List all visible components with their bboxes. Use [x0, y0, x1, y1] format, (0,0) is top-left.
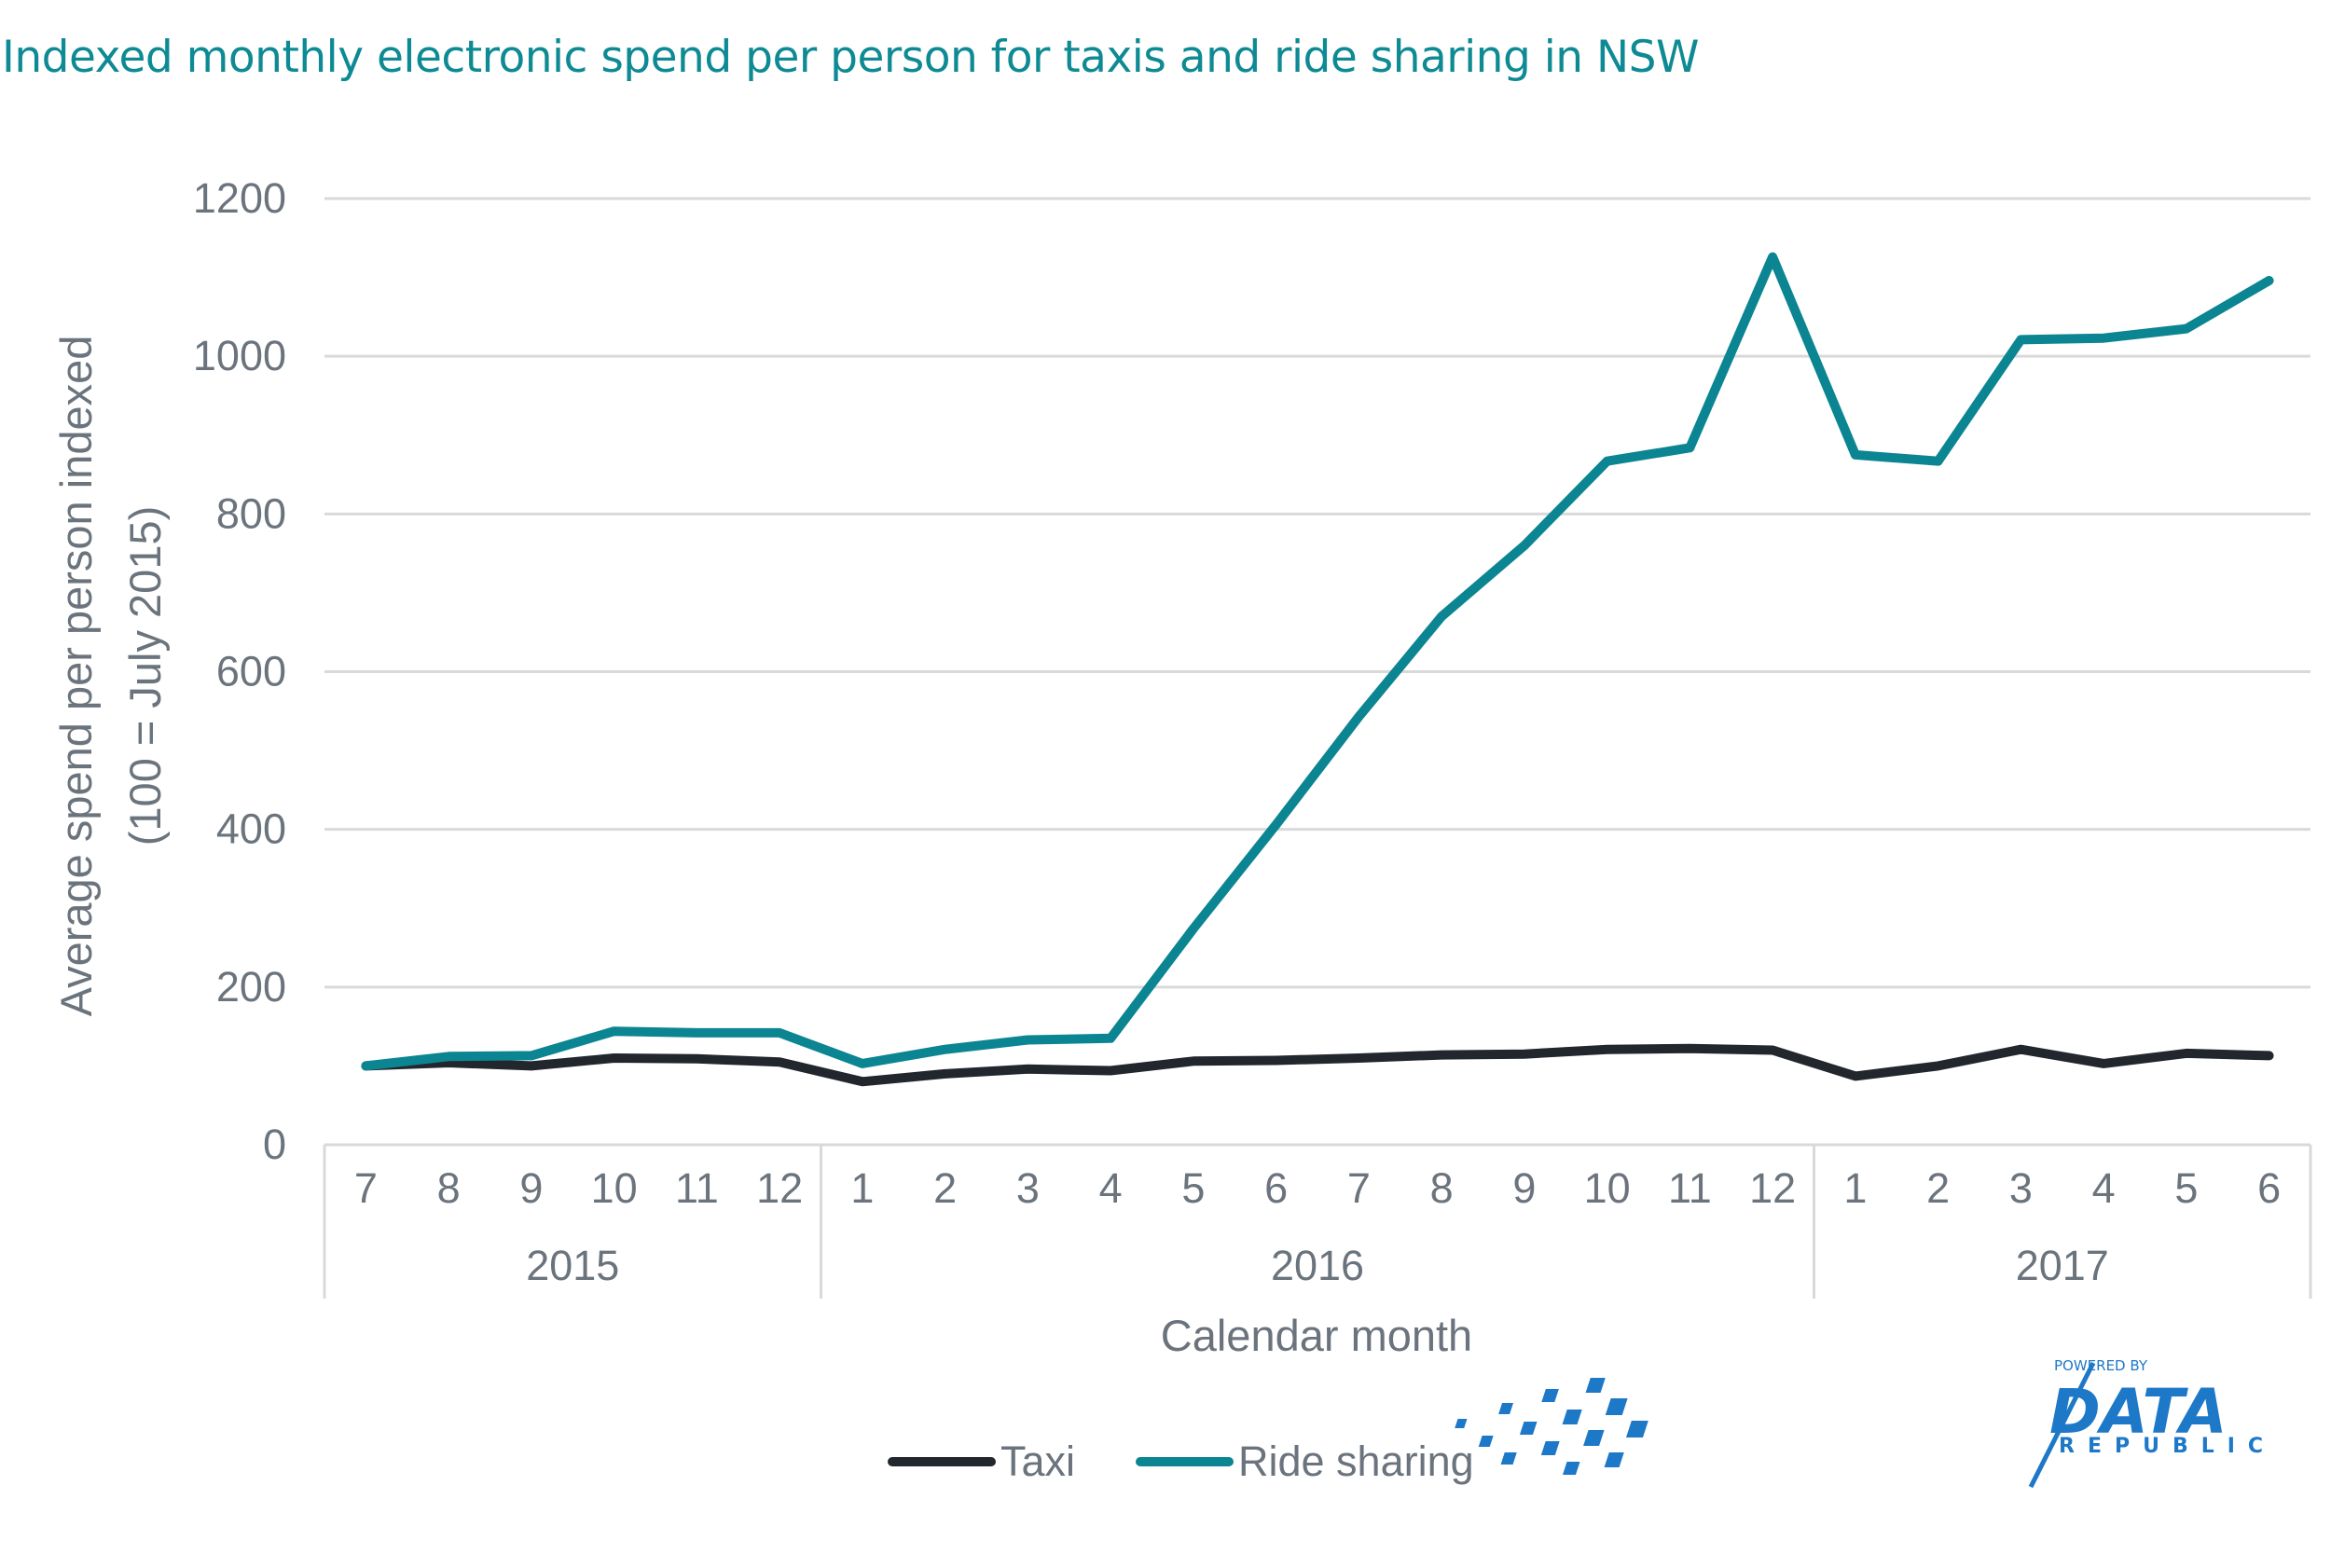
- series-line-taxi: [361, 1043, 2274, 1087]
- y-tick-label: 600: [216, 648, 286, 695]
- legend-label-taxi: Taxi: [1000, 1437, 1075, 1485]
- x-tick-label: 9: [1512, 1164, 1536, 1212]
- y-tick-label: 0: [263, 1121, 286, 1168]
- gridlines: [324, 197, 2310, 989]
- series-lines: [361, 252, 2274, 1087]
- series-line-ride-sharing: [361, 252, 2274, 1071]
- year-group-label: 2017: [2016, 1242, 2109, 1289]
- legend: Taxi Ride sharing: [888, 1437, 1474, 1485]
- y-tick-label: 400: [216, 805, 286, 853]
- x-axis-title: Calendar month: [1161, 1311, 1472, 1360]
- x-tick-label: 8: [437, 1164, 461, 1212]
- y-axis-ticks: 0 200 400 600 800 1000 1200: [193, 174, 286, 1168]
- x-tick-label: 1: [1843, 1164, 1867, 1212]
- y-tick-label: 800: [216, 489, 286, 537]
- x-tick-label: 3: [1016, 1164, 1040, 1212]
- y-tick-label: 1000: [193, 332, 286, 379]
- x-tick-label: 8: [1430, 1164, 1454, 1212]
- x-tick-label: 4: [2092, 1164, 2116, 1212]
- x-tick-label: 5: [2174, 1164, 2198, 1212]
- x-tick-label: 7: [354, 1164, 378, 1212]
- legend-label-ride-sharing: Ride sharing: [1238, 1437, 1474, 1485]
- brand-powered-by: POWERED BY: [2054, 1357, 2148, 1374]
- x-tick-label: 10: [591, 1164, 638, 1212]
- x-tick-label: 11: [675, 1164, 719, 1212]
- x-tick-label: 4: [1099, 1164, 1123, 1212]
- chart-title: Indexed monthly electronic spend per per…: [2, 32, 1699, 83]
- brand-name: DATA: [2049, 1376, 2228, 1448]
- y-axis-title: Average spend per person indexed: [51, 336, 101, 1017]
- x-tick-label: 6: [2257, 1164, 2281, 1212]
- year-group-label: 2016: [1271, 1242, 1364, 1289]
- x-tick-label: 11: [1668, 1164, 1712, 1212]
- x-tick-label: 12: [1749, 1164, 1796, 1212]
- x-tick-label: 3: [2009, 1164, 2033, 1212]
- checkered-flag-icon: [1455, 1361, 2096, 1489]
- brand-subname: REPUBLIC: [2059, 1435, 2276, 1458]
- x-tick-label: 5: [1181, 1164, 1205, 1212]
- y-axis-subtitle: (100 = July 2015): [120, 506, 170, 846]
- x-tick-label: 9: [519, 1164, 543, 1212]
- x-tick-label: 1: [850, 1164, 874, 1212]
- x-tick-label: 6: [1264, 1164, 1288, 1212]
- x-tick-label: 7: [1347, 1164, 1371, 1212]
- y-tick-label: 200: [216, 963, 286, 1011]
- year-group-label: 2015: [526, 1242, 619, 1289]
- x-tick-label: 2: [933, 1164, 957, 1212]
- x-tick-label: 10: [1584, 1164, 1631, 1212]
- x-tick-label: 12: [756, 1164, 803, 1212]
- y-tick-label: 1200: [193, 174, 286, 222]
- data-republic-logo: POWERED BY DATA REPUBLIC: [1455, 1357, 2276, 1489]
- x-tick-label: 2: [1926, 1164, 1950, 1212]
